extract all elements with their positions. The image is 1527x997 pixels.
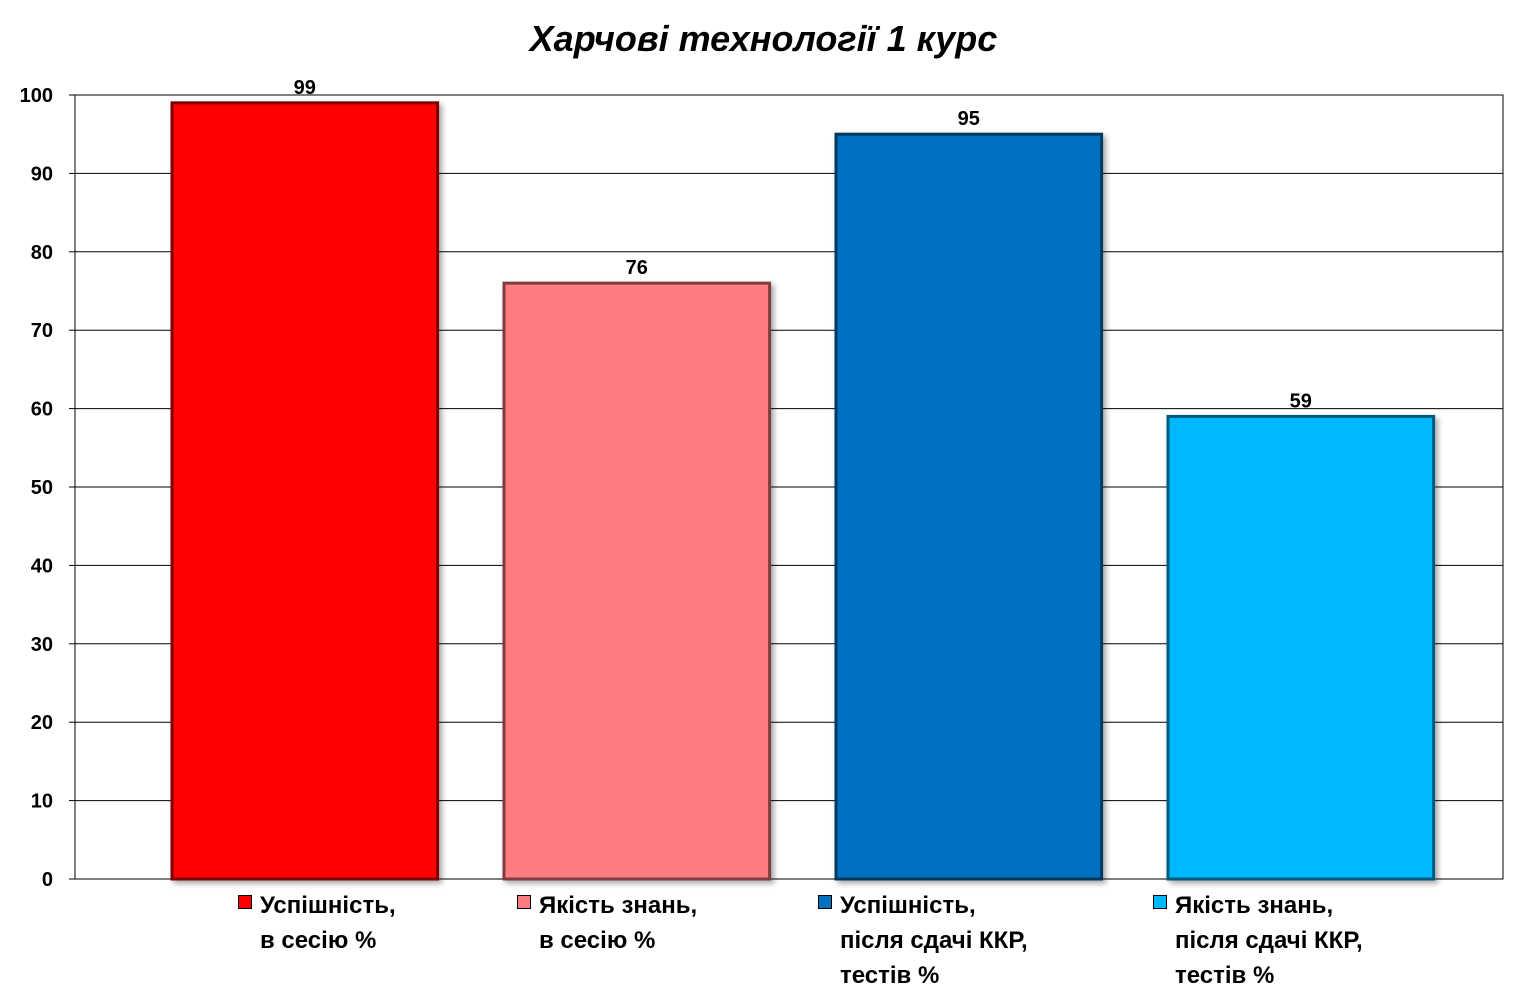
bars	[170, 101, 1436, 881]
legend-item: Успішність, в сесію %	[238, 888, 396, 958]
legend-label: Якість знань, в сесію %	[539, 892, 698, 954]
y-tick-label: 100	[20, 85, 53, 107]
data-label: 95	[958, 108, 980, 130]
legend-swatch	[818, 895, 832, 909]
legend-item: Якість знань, в сесію %	[517, 888, 697, 958]
legend-label: Успішність, після сдачі ККР, тестів %	[840, 892, 1028, 989]
bar	[1166, 414, 1436, 881]
legend-label: Успішність, в сесію %	[260, 892, 396, 954]
y-axis-ticks: 0 10 20 30 40 50 60 70 80 90 100	[20, 85, 75, 891]
y-tick-label: 10	[31, 791, 53, 813]
y-tick-label: 20	[31, 712, 53, 734]
legend-swatch	[238, 895, 252, 909]
legend-label: Якість знань, після сдачі ККР, тестів %	[1175, 892, 1363, 989]
chart-title: Харчові технології 1 курс	[529, 18, 998, 59]
y-tick-label: 40	[31, 555, 53, 577]
data-label: 59	[1290, 390, 1312, 412]
y-tick-label: 30	[31, 634, 53, 656]
data-label: 99	[294, 77, 316, 99]
bar	[834, 132, 1104, 881]
legend-item: Якість знань, після сдачі ККР, тестів %	[1153, 888, 1363, 993]
y-tick-label: 80	[31, 242, 53, 264]
legend-swatch	[1153, 895, 1167, 909]
y-tick-label: 0	[42, 869, 53, 891]
y-tick-label: 90	[31, 163, 53, 185]
bar	[502, 281, 772, 881]
y-tick-label: 70	[31, 320, 53, 342]
data-label: 76	[626, 257, 648, 279]
legend-item: Успішність, після сдачі ККР, тестів %	[818, 888, 1028, 993]
legend-swatch	[517, 895, 531, 909]
y-tick-label: 50	[31, 477, 53, 499]
data-labels: 99 76 95 59	[294, 77, 1312, 413]
bar	[170, 101, 440, 881]
y-tick-label: 60	[31, 399, 53, 421]
